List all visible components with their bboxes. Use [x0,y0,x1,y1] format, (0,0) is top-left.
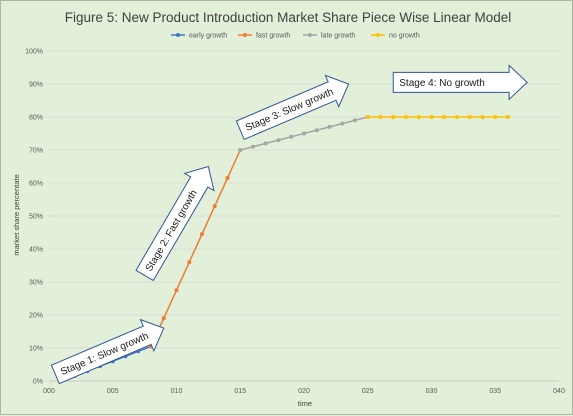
data-point [161,316,166,321]
chart-title: Figure 5: New Product Introduction Marke… [65,10,511,25]
series-fast-growth [149,148,243,349]
legend-item: fast growth [238,33,290,40]
series-line [150,149,241,347]
y-tick-label: 80% [29,115,43,122]
y-tick-label: 100% [25,49,43,56]
data-point [251,144,255,149]
y-tick-label: 40% [29,247,43,254]
arrow-label: Stage 4: No growth [399,78,485,89]
x-tick-label: 025 [362,388,374,395]
data-point [314,128,319,133]
legend-marker [243,33,247,37]
x-tick-label: 015 [234,388,246,395]
series-late-growth [238,115,370,152]
stage-annotations: Stage 1: Slow growth Stage 2: Fast growth… [50,64,528,385]
legend-marker [308,33,312,37]
data-point [302,131,306,136]
y-tick-label: 50% [29,214,43,221]
arrow-label: Stage 3: Slow growth [244,87,335,134]
arrow-shape [235,74,350,141]
legend-label: late growth [321,33,355,40]
y-tick-label: 10% [29,346,43,353]
stage-arrow: Stage 2: Fast growth [135,165,215,282]
x-tick-label: 020 [298,388,310,395]
y-axis-label: market share percentate [12,174,21,255]
stage-arrow: Stage 3: Slow growth [235,74,350,141]
legend-item: early growth [171,33,227,40]
data-point [353,118,357,123]
x-tick-label: 000 [43,388,55,395]
legend-item: late growth [303,33,355,40]
y-tick-label: 20% [29,313,43,320]
x-tick-label: 030 [426,388,438,395]
arrow-shape [392,64,528,101]
arrow-label: Stage 2: Fast growth [144,188,200,273]
arrow-label: Stage 1: Slow growth [59,331,150,378]
series-no-growth [365,115,510,119]
data-point [174,288,179,293]
x-axis-label: time [298,399,312,408]
y-tick-label: 60% [29,181,43,188]
data-point [327,124,332,129]
y-tick-label: 0% [33,379,43,386]
x-axis-ticks: 000 005 010 015 020 025 030 035 040 [43,388,565,395]
data-point [340,121,345,126]
data-point [289,134,294,139]
legend-marker [176,33,180,37]
y-axis-ticks: 0% 10% 20% 30% 40% 50% 60% 70% 80% 90% 100% [25,49,43,386]
legend-label: fast growth [256,33,290,40]
data-point [212,204,217,209]
arrow-shape [50,318,165,385]
y-tick-label: 70% [29,148,43,155]
data-point [455,115,459,119]
data-point [391,115,396,119]
data-point [365,115,370,119]
data-point [506,115,510,119]
data-point [225,176,230,181]
data-point [238,148,243,152]
data-point [467,115,472,119]
x-tick-label: 035 [489,388,501,395]
data-point [404,115,408,119]
stage-arrow: Stage 1: Slow growth [50,318,165,385]
data-point [429,115,434,119]
x-tick-label: 010 [171,388,183,395]
data-point [378,115,383,119]
y-tick-label: 30% [29,280,43,287]
legend-label: early growth [189,33,227,40]
legend-label: no growth [389,33,420,40]
x-tick-label: 005 [107,388,119,395]
data-point [200,232,204,237]
legend-item: no growth [371,33,420,40]
y-tick-label: 90% [29,82,43,89]
legend-marker [376,33,380,37]
data-point [276,138,281,143]
arrow-shape [135,165,215,282]
data-point [480,115,485,119]
data-point [416,115,421,119]
stage-arrow: Stage 4: No growth [392,64,528,101]
x-tick-label: 040 [553,388,565,395]
data-point [442,115,447,119]
data-point [493,115,498,119]
legend: early growth fast growth late growth no gro… [171,33,420,40]
data-point [187,260,192,265]
data-point [263,141,268,146]
